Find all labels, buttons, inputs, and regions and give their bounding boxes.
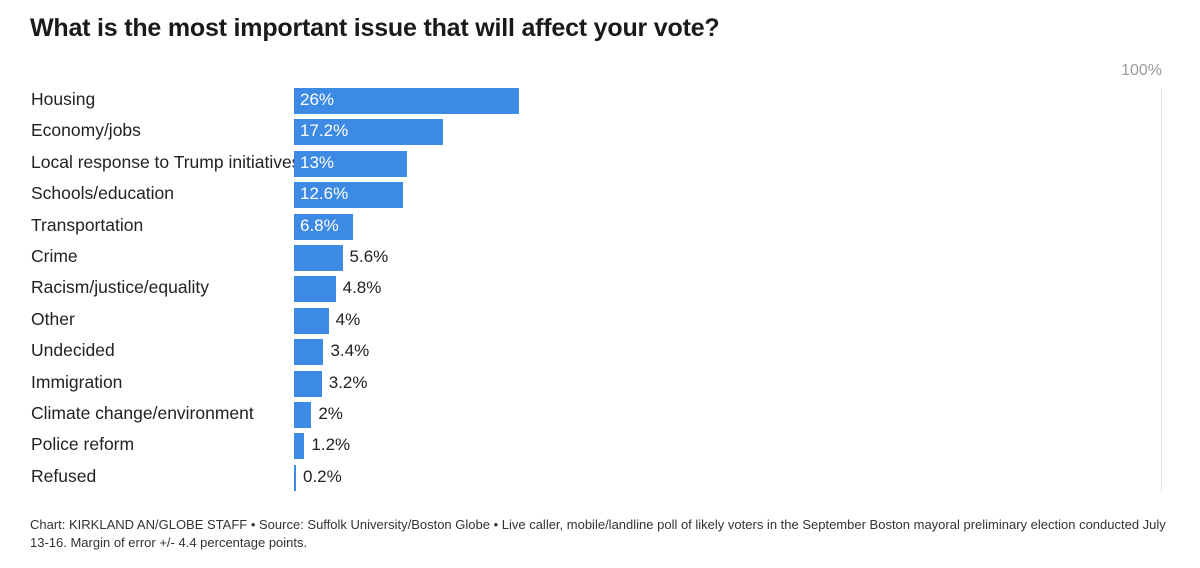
chart-row: Schools/education 12.6% <box>0 179 1200 210</box>
value-label: 5.6% <box>349 247 389 266</box>
value-label: 3.2% <box>328 372 368 392</box>
category-label: Immigration <box>31 371 123 392</box>
category-label: Refused <box>31 465 97 486</box>
category-label: Housing <box>31 89 96 109</box>
chart-row: Economy/jobs 17.2% <box>0 116 1200 147</box>
bar-chart: Housing 26% Economy/jobs 17.2% Local respons… <box>0 85 1200 495</box>
chart-row: Crime 5.6% <box>0 242 1200 273</box>
bar <box>294 307 329 334</box>
chart-row: Immigration 3.2% <box>0 368 1200 399</box>
bar <box>294 182 404 209</box>
bar <box>294 119 444 146</box>
chart-row: Racism/justice/equality 4.8% <box>0 273 1200 304</box>
chart-row: Undecided 3.4% <box>0 336 1200 367</box>
category-label: Police reform <box>31 434 135 455</box>
bar <box>294 150 407 177</box>
bar <box>294 464 296 491</box>
chart-row: Police reform 1.2% <box>0 430 1200 461</box>
category-label: Schools/education <box>31 183 175 204</box>
chart-title: What is the most important issue that wi… <box>30 14 720 42</box>
bar <box>294 245 343 271</box>
category-label: Climate change/environment <box>31 403 254 423</box>
value-label: 6.8% <box>300 215 339 235</box>
value-label: 17.2% <box>300 121 349 141</box>
value-label: 1.2% <box>311 435 351 455</box>
chart-row: Housing 26% <box>0 85 1200 116</box>
value-label: 4% <box>335 309 361 329</box>
scale-max-label: 100% <box>1121 62 1162 79</box>
value-label: 2% <box>318 404 343 423</box>
value-label: 4.8% <box>342 278 382 298</box>
bar <box>294 402 312 428</box>
chart-row: Climate change/environment 2% <box>0 399 1200 430</box>
value-label: 12.6% <box>300 184 349 204</box>
chart-row: Local response to Trump initiatives 13% <box>0 148 1200 179</box>
value-label: 13% <box>300 152 335 172</box>
category-label: Crime <box>31 246 78 266</box>
bar <box>294 276 336 303</box>
category-label: Other <box>31 308 75 329</box>
bar <box>294 433 305 460</box>
category-label: Undecided <box>31 340 115 361</box>
value-label: 3.4% <box>330 341 370 361</box>
scale-max-line <box>1161 88 1162 492</box>
category-label: Local response to Trump initiatives <box>31 151 301 172</box>
value-label: 0.2% <box>303 466 342 486</box>
bar <box>294 339 324 366</box>
chart-row: Transportation 6.8% <box>0 211 1200 242</box>
chart-row: Other 4% <box>0 305 1200 336</box>
chart-row: Refused 0.2% <box>0 462 1200 493</box>
bar <box>294 88 520 114</box>
category-label: Racism/justice/equality <box>31 277 209 298</box>
category-label: Transportation <box>31 214 144 235</box>
category-label: Economy/jobs <box>31 120 141 141</box>
value-label: 26% <box>300 90 335 109</box>
bar <box>294 370 322 397</box>
chart-footer-credits: Chart: KIRKLAND AN/GLOBE STAFF • Source:… <box>30 517 1166 550</box>
bar <box>294 213 353 240</box>
